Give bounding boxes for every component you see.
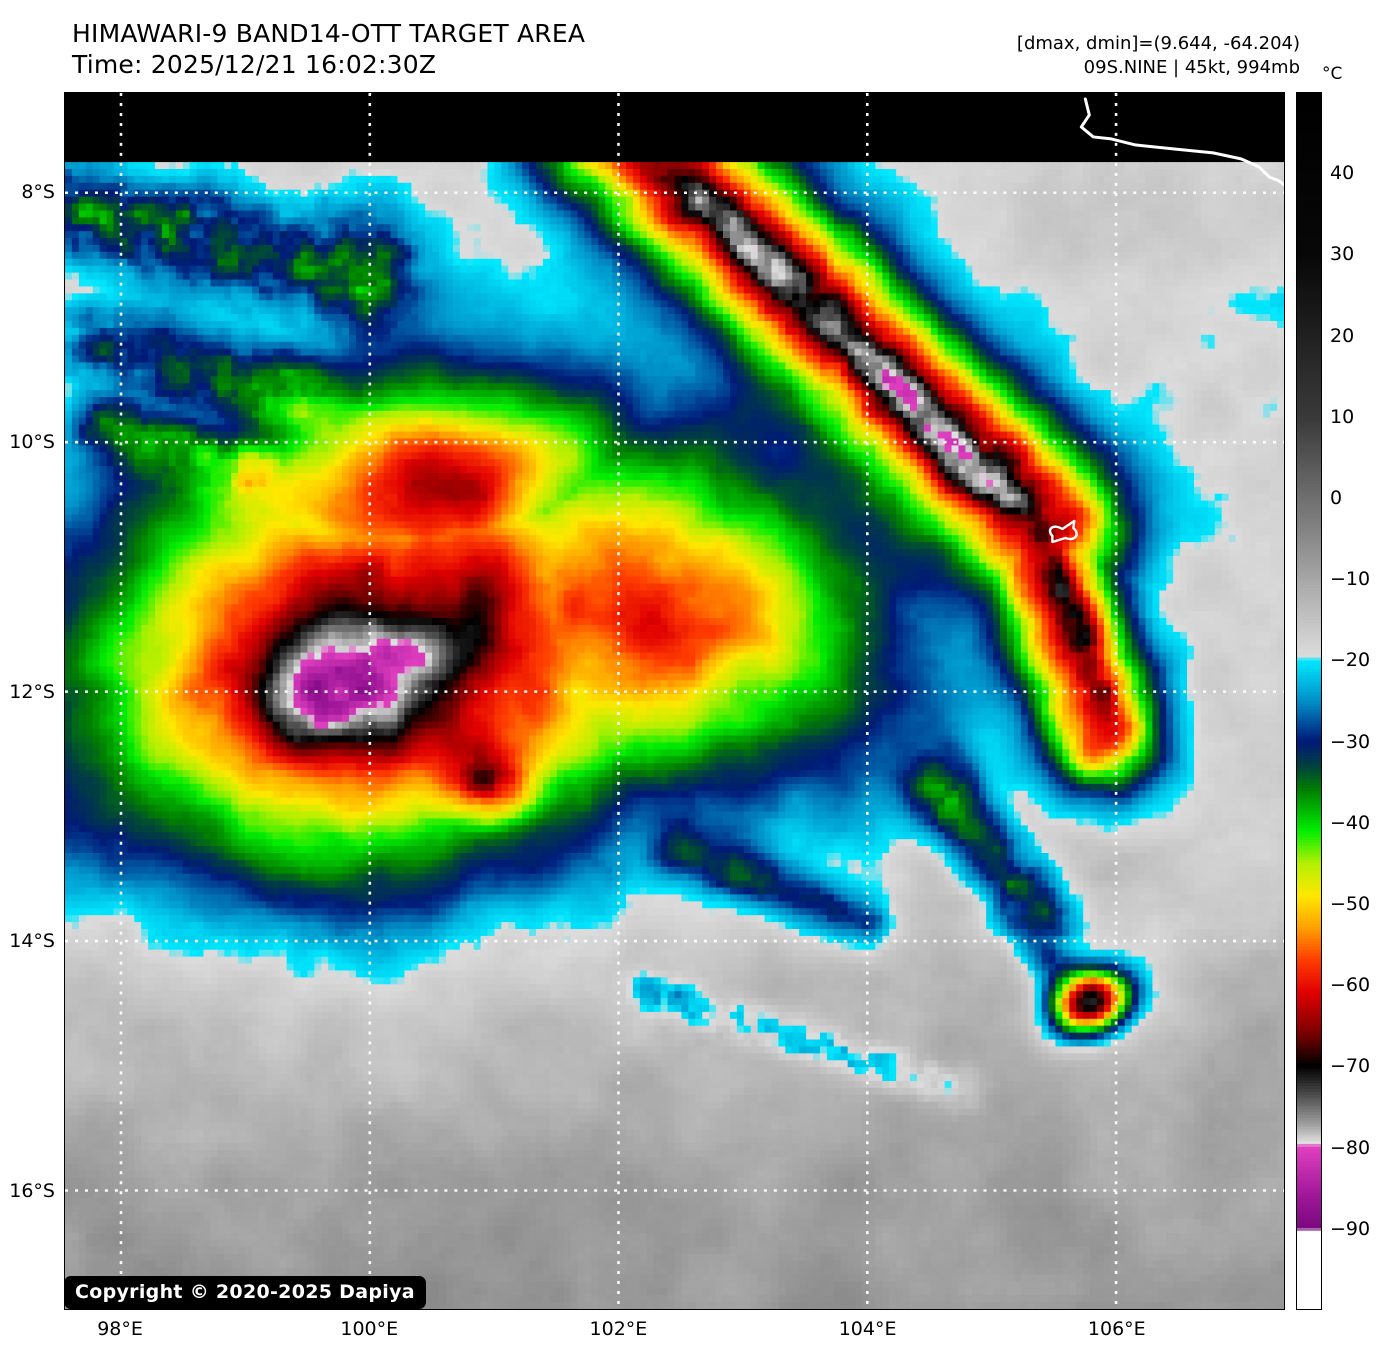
y-axis-tick-10°S: 10°S <box>0 431 55 453</box>
y-axis-tick-16°S: 16°S <box>0 1180 55 1202</box>
colorbar-tick-10: 10 <box>1330 406 1354 428</box>
colorbar-unit-label: °C <box>1322 64 1342 84</box>
storm-info-label: 09S.NINE | 45kt, 994mb <box>1017 56 1300 80</box>
colorbar-tick--50: −50 <box>1330 893 1370 915</box>
copyright-badge: Copyright © 2020-2025 Dapiya <box>64 1276 426 1309</box>
x-axis-tick-100°E: 100°E <box>340 1318 398 1340</box>
timestamp-label: Time: 2025/12/21 16:02:30Z <box>72 49 585 80</box>
colorbar-tick-40: 40 <box>1330 162 1354 184</box>
header-text-block: HIMAWARI-9 BAND14-OTT TARGET AREA Time: … <box>72 18 585 80</box>
satellite-imagery-canvas <box>65 93 1284 1309</box>
x-axis-tick-102°E: 102°E <box>590 1318 648 1340</box>
metadata-block: [dmax, dmin]=(9.644, -64.204) 09S.NINE |… <box>1017 32 1300 80</box>
x-axis-tick-106°E: 106°E <box>1088 1318 1146 1340</box>
colorbar-tick--20: −20 <box>1330 649 1370 671</box>
y-axis-tick-8°S: 8°S <box>0 181 55 203</box>
y-axis-tick-14°S: 14°S <box>0 930 55 952</box>
colorbar-tick--10: −10 <box>1330 568 1370 590</box>
colorbar-tick--40: −40 <box>1330 812 1370 834</box>
colorbar-tick--60: −60 <box>1330 974 1370 996</box>
colorbar-gradient <box>1297 93 1321 1309</box>
dmax-dmin-label: [dmax, dmin]=(9.644, -64.204) <box>1017 32 1300 56</box>
colorbar-tick-0: 0 <box>1330 487 1342 509</box>
satellite-image-plot[interactable] <box>64 92 1285 1310</box>
x-axis-tick-104°E: 104°E <box>839 1318 897 1340</box>
colorbar-tick--80: −80 <box>1330 1137 1370 1159</box>
colorbar-tick--70: −70 <box>1330 1055 1370 1077</box>
x-axis-tick-98°E: 98°E <box>97 1318 143 1340</box>
page-title: HIMAWARI-9 BAND14-OTT TARGET AREA <box>72 18 585 49</box>
temperature-colorbar[interactable] <box>1296 92 1322 1310</box>
y-axis-tick-12°S: 12°S <box>0 681 55 703</box>
colorbar-tick--90: −90 <box>1330 1218 1370 1240</box>
colorbar-tick--30: −30 <box>1330 731 1370 753</box>
colorbar-tick-30: 30 <box>1330 243 1354 265</box>
colorbar-tick-20: 20 <box>1330 325 1354 347</box>
